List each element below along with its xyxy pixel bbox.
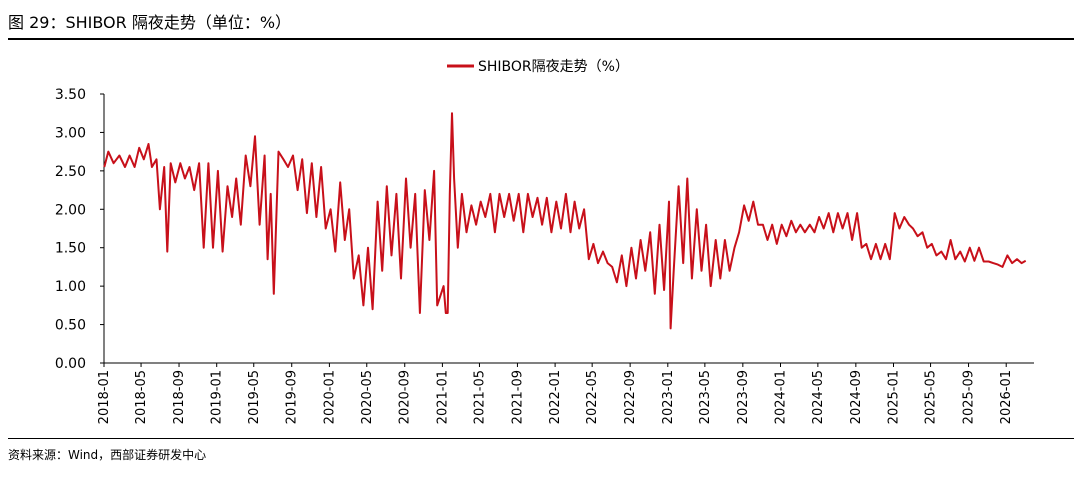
legend: SHIBOR隔夜走势（%） — [447, 59, 629, 75]
x-tick-label: 2020-01 — [322, 370, 337, 424]
x-tick-label: 2022-01 — [548, 370, 563, 424]
x-tick-label: 2024-01 — [774, 370, 789, 424]
x-tick-label: 2024-09 — [849, 370, 864, 424]
y-tick-label: 3.00 — [55, 125, 86, 141]
x-tick-label: 2025-09 — [962, 370, 977, 424]
shibor-line-chart: SHIBOR隔夜走势（%） 0.00 0.50 1.00 1.50 2.00 2.50 3.… — [55, 59, 1034, 424]
series-line — [103, 112, 1027, 330]
figure-title: 图 29：SHIBOR 隔夜走势（单位：%） — [8, 13, 292, 32]
y-tick-label: 1.50 — [55, 241, 86, 257]
bottom-rule — [8, 438, 1074, 439]
y-axis: 0.00 0.50 1.00 1.50 2.00 2.50 3.00 3.50 — [55, 87, 105, 372]
y-tick-label: 2.50 — [55, 164, 86, 180]
top-rule — [8, 38, 1074, 40]
x-tick-label: 2019-05 — [247, 370, 262, 424]
y-tick-label: 1.00 — [55, 279, 86, 295]
x-tick-label: 2023-01 — [661, 370, 676, 424]
x-tick-label: 2021-09 — [510, 370, 525, 424]
x-tick-label: 2018-01 — [97, 370, 112, 424]
x-axis: 2018-01 2018-05 2018-09 2019-01 2019-05 2019-… — [97, 362, 1034, 424]
y-tick-label: 3.50 — [55, 87, 86, 103]
x-tick-label: 2020-05 — [360, 370, 375, 424]
x-tick-label: 2019-09 — [285, 370, 300, 424]
x-tick-label: 2021-05 — [472, 370, 487, 424]
x-tick-label: 2018-05 — [134, 370, 149, 424]
x-tick-label: 2019-01 — [210, 370, 225, 424]
x-tick-label: 2025-01 — [887, 370, 902, 424]
legend-label: SHIBOR隔夜走势（%） — [478, 59, 629, 75]
x-tick-label: 2023-09 — [736, 370, 751, 424]
y-tick-label: 2.00 — [55, 202, 86, 218]
x-tick-label: 2025-05 — [924, 370, 939, 424]
x-tick-label: 2022-05 — [585, 370, 600, 424]
x-tick-label: 2024-05 — [811, 370, 826, 424]
x-tick-label: 2023-05 — [698, 370, 713, 424]
x-tick-label: 2026-01 — [999, 370, 1014, 424]
x-tick-label: 2020-09 — [398, 370, 413, 424]
x-tick-label: 2021-01 — [435, 370, 450, 424]
x-tick-label: 2022-09 — [623, 370, 638, 424]
y-tick-label: 0.00 — [55, 356, 86, 372]
source-note: 资料来源：Wind，西部证券研发中心 — [8, 448, 207, 462]
x-tick-label: 2018-09 — [172, 370, 187, 424]
y-tick-label: 0.50 — [55, 318, 86, 334]
